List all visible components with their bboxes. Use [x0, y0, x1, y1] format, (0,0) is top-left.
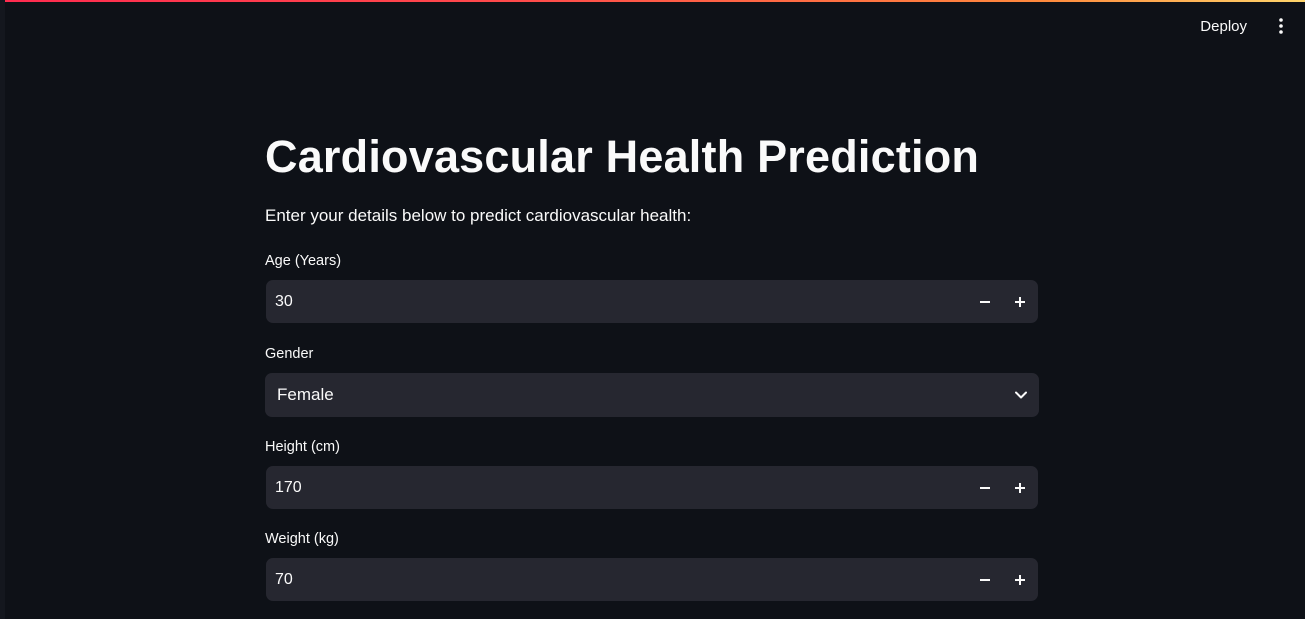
- height-increment-button[interactable]: [1002, 466, 1037, 509]
- height-number-input: [266, 466, 1038, 509]
- plus-icon: [1014, 482, 1025, 493]
- app-header: Deploy: [1192, 2, 1305, 50]
- age-decrement-button[interactable]: [967, 280, 1002, 323]
- gender-select[interactable]: Female: [265, 373, 1039, 417]
- vertical-dots-icon: [1279, 18, 1283, 34]
- age-increment-button[interactable]: [1002, 280, 1037, 323]
- age-input[interactable]: [266, 291, 967, 312]
- main-menu-button[interactable]: [1269, 14, 1293, 38]
- weight-number-input: [266, 558, 1038, 601]
- minus-icon: [979, 578, 990, 581]
- height-field: Height (cm): [265, 438, 1039, 509]
- age-label: Age (Years): [265, 253, 342, 269]
- age-number-input: [266, 280, 1038, 323]
- weight-label: Weight (kg): [265, 531, 339, 547]
- chevron-down-icon: [1015, 391, 1027, 399]
- deploy-button[interactable]: Deploy: [1192, 12, 1255, 41]
- weight-decrement-button[interactable]: [967, 558, 1002, 601]
- weight-field: Weight (kg): [265, 530, 1039, 601]
- height-label: Height (cm): [265, 439, 340, 455]
- top-decoration-bar: [0, 0, 1305, 2]
- minus-icon: [979, 300, 990, 303]
- gender-label: Gender: [265, 346, 314, 362]
- plus-icon: [1014, 296, 1025, 307]
- main-content: Cardiovascular Health Prediction Enter y…: [265, 130, 1039, 601]
- age-field: Age (Years): [265, 252, 1039, 323]
- minus-icon: [979, 486, 990, 489]
- page-subtitle: Enter your details below to predict card…: [265, 206, 692, 225]
- page-title: Cardiovascular Health Prediction: [265, 131, 980, 182]
- gender-field: Gender Female: [265, 345, 1039, 417]
- height-input[interactable]: [266, 477, 967, 498]
- height-decrement-button[interactable]: [967, 466, 1002, 509]
- weight-input[interactable]: [266, 569, 967, 590]
- left-edge: [0, 0, 5, 619]
- plus-icon: [1014, 574, 1025, 585]
- weight-increment-button[interactable]: [1002, 558, 1037, 601]
- gender-selected-value: Female: [277, 385, 334, 404]
